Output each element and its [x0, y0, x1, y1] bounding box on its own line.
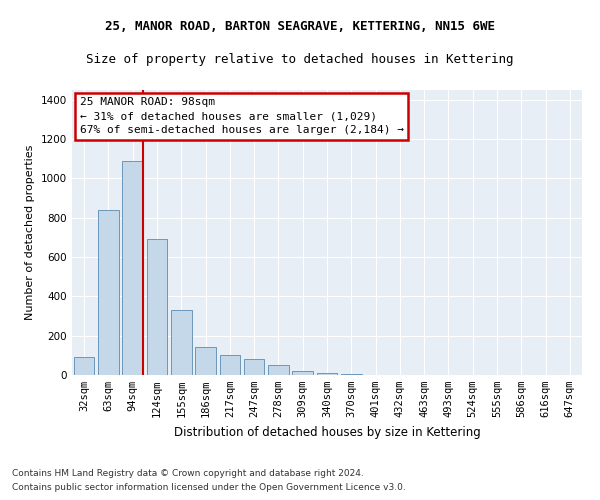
Text: Size of property relative to detached houses in Kettering: Size of property relative to detached ho…	[86, 52, 514, 66]
Text: 25 MANOR ROAD: 98sqm
← 31% of detached houses are smaller (1,029)
67% of semi-de: 25 MANOR ROAD: 98sqm ← 31% of detached h…	[80, 97, 404, 135]
Bar	[195, 346, 216, 375]
Y-axis label: Number of detached properties: Number of detached properties	[25, 145, 35, 320]
Text: Contains public sector information licensed under the Open Government Licence v3: Contains public sector information licen…	[12, 484, 406, 492]
Bar	[341, 374, 362, 375]
Bar	[122, 161, 143, 375]
Bar	[146, 240, 167, 375]
Bar	[268, 365, 289, 375]
Text: 25, MANOR ROAD, BARTON SEAGRAVE, KETTERING, NN15 6WE: 25, MANOR ROAD, BARTON SEAGRAVE, KETTERI…	[105, 20, 495, 33]
Text: Contains HM Land Registry data © Crown copyright and database right 2024.: Contains HM Land Registry data © Crown c…	[12, 468, 364, 477]
Bar	[74, 358, 94, 375]
Bar	[98, 210, 119, 375]
Bar	[292, 371, 313, 375]
Bar	[317, 374, 337, 375]
Bar	[220, 356, 240, 375]
Bar	[244, 360, 265, 375]
X-axis label: Distribution of detached houses by size in Kettering: Distribution of detached houses by size …	[173, 426, 481, 438]
Bar	[171, 310, 191, 375]
